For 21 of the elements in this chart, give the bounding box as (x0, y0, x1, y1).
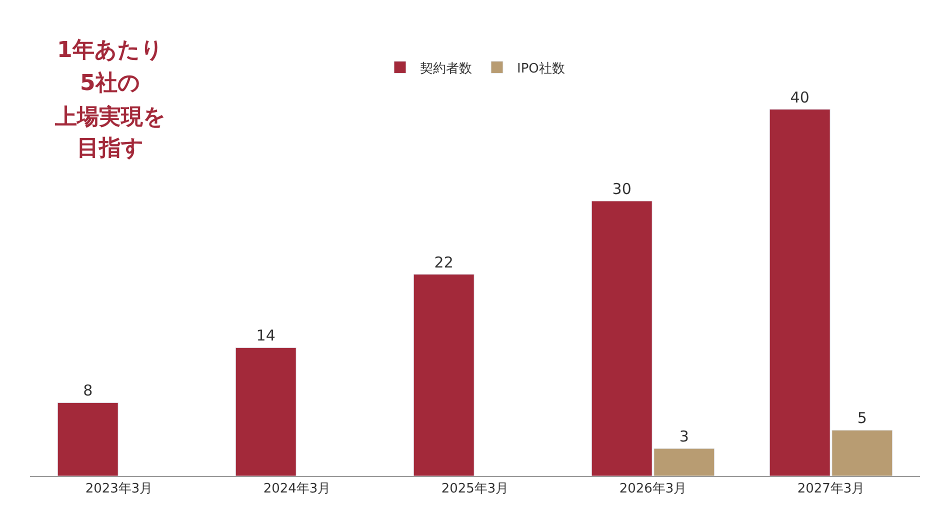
data-label: 3 (679, 428, 689, 446)
x-tick-label: 2027年3月 (797, 482, 865, 497)
bar (413, 274, 474, 476)
bar (235, 347, 296, 476)
data-label: 30 (612, 180, 632, 198)
legend-label: 契約者数 (420, 61, 472, 76)
data-label: 8 (83, 382, 93, 400)
data-label: 5 (857, 409, 867, 428)
x-tick-label: 2024年3月 (263, 482, 331, 497)
text: 5社の (80, 71, 140, 96)
text: 1年あたり (57, 38, 164, 63)
annotation: 上場実現を (54, 104, 166, 130)
data-label: 40 (790, 88, 810, 106)
x-tick-label: 2026年3月 (619, 482, 687, 497)
bar (57, 402, 118, 476)
x-tick-label: 2025年3月 (441, 482, 509, 497)
x-tick-label: 2023年3月 (85, 482, 153, 497)
legend-label: IPO社数 (517, 61, 565, 76)
data-label: 22 (434, 253, 454, 272)
data-label: 14 (256, 326, 276, 345)
annotation: 目指す (77, 136, 144, 161)
